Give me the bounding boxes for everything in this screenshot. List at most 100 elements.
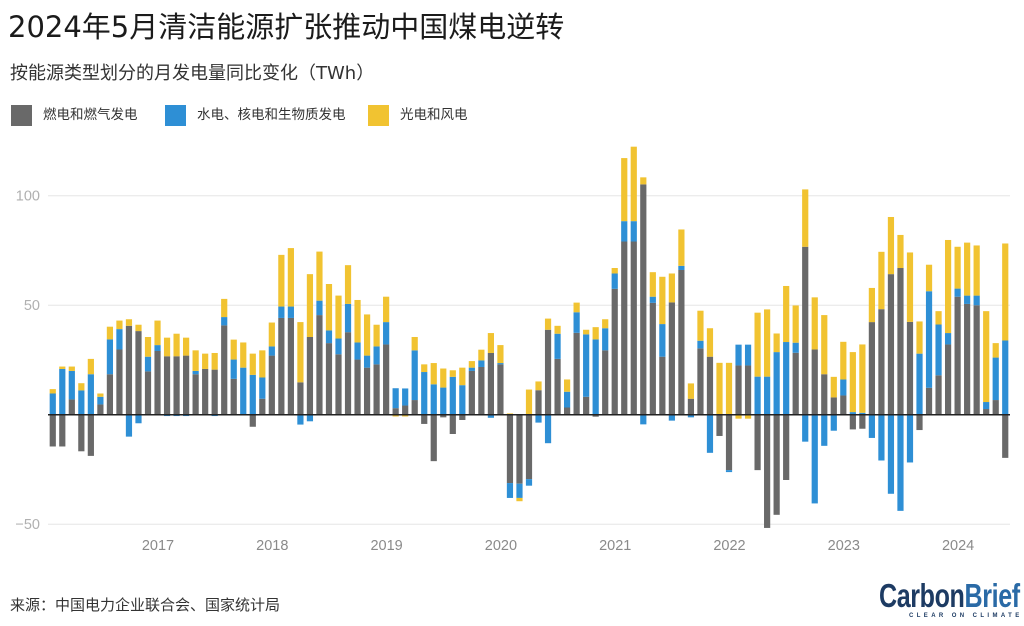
bar-2021-08 xyxy=(687,383,695,418)
bar-segment-solar-wind xyxy=(792,305,799,343)
bar-segment-fossil xyxy=(878,309,885,415)
bar-segment-fossil xyxy=(973,305,980,415)
bar-segment-hydro-nuclear-biomass xyxy=(621,221,628,242)
bar-segment-fossil xyxy=(935,375,942,415)
bar-segment-fossil xyxy=(906,321,914,415)
bar-2022-04 xyxy=(764,309,771,528)
bar-segment-solar-wind xyxy=(363,314,371,356)
bar-segment-fossil xyxy=(497,364,504,415)
bar-segment-fossil xyxy=(202,368,209,415)
bar-segment-solar-wind xyxy=(535,381,542,391)
bar-2022-02 xyxy=(744,344,752,419)
bar-segment-solar-wind xyxy=(659,276,666,325)
bar-segment-solar-wind xyxy=(687,383,695,399)
bar-segment-fossil xyxy=(868,322,875,415)
bar-segment-hydro-nuclear-biomass xyxy=(868,414,875,438)
bar-segment-solar-wind xyxy=(383,296,390,323)
chart-title: 2024年5月清洁能源扩张推动中国煤电逆转 xyxy=(8,10,565,44)
bar-segment-hydro-nuclear-biomass xyxy=(87,374,94,415)
bar-segment-solar-wind xyxy=(183,337,190,356)
bar-segment-hydro-nuclear-biomass xyxy=(897,414,904,511)
bar-segment-hydro-nuclear-biomass xyxy=(335,338,342,355)
bar-segment-fossil xyxy=(697,348,704,415)
bar-segment-hydro-nuclear-biomass xyxy=(525,479,533,486)
chart-subtitle: 按能源类型划分的月发电量同比变化（TWh） xyxy=(10,63,375,84)
bar-segment-fossil xyxy=(573,332,580,415)
bar-segment-hydro-nuclear-biomass xyxy=(221,317,228,326)
bar-segment-hydro-nuclear-biomass xyxy=(630,221,637,242)
bar-segment-solar-wind xyxy=(706,328,714,357)
bar-segment-fossil xyxy=(602,350,609,415)
bar-2020-05 xyxy=(544,318,552,444)
bar-2016-02 xyxy=(59,366,66,447)
bar-segment-fossil xyxy=(621,241,628,415)
bar-segment-solar-wind xyxy=(125,319,133,326)
bar-segment-fossil xyxy=(430,414,437,462)
bar-segment-hydro-nuclear-biomass xyxy=(802,414,809,442)
bar-segment-hydro-nuclear-biomass xyxy=(240,367,247,415)
bar-segment-fossil xyxy=(859,414,866,429)
legend-swatch-fossil xyxy=(11,105,32,126)
bar-segment-hydro-nuclear-biomass xyxy=(735,344,742,366)
bar-segment-fossil xyxy=(506,414,514,484)
bar-segment-hydro-nuclear-biomass xyxy=(535,414,542,423)
bar-segment-solar-wind xyxy=(240,342,247,368)
bar-2019-02 xyxy=(402,388,409,417)
x-tick-label: 2021 xyxy=(599,538,631,554)
bar-segment-solar-wind xyxy=(221,298,228,318)
bar-segment-fossil xyxy=(97,404,104,415)
bar-2021-03 xyxy=(640,177,647,425)
bar-segment-solar-wind xyxy=(821,315,828,375)
bar-segment-hydro-nuclear-biomass xyxy=(764,376,771,415)
bar-2023-02 xyxy=(859,344,866,429)
bar-segment-fossil xyxy=(583,396,590,415)
bar-segment-hydro-nuclear-biomass xyxy=(668,414,675,421)
bar-segment-hydro-nuclear-biomass xyxy=(1002,340,1009,415)
bar-segment-hydro-nuclear-biomass xyxy=(144,356,152,372)
bar-segment-solar-wind xyxy=(402,414,409,417)
bar-segment-hydro-nuclear-biomass xyxy=(306,414,314,422)
bar-segment-hydro-nuclear-biomass xyxy=(830,414,837,431)
bar-segment-solar-wind xyxy=(944,239,952,334)
legend-item-solar-wind: 光电和风电 xyxy=(368,105,468,126)
bar-segment-fossil xyxy=(716,414,723,436)
logo-wordmark: CarbonBrief xyxy=(879,578,1020,614)
bar-segment-solar-wind xyxy=(392,414,399,417)
bar-segment-solar-wind xyxy=(487,333,494,353)
bar-segment-hydro-nuclear-biomass xyxy=(935,324,942,376)
bar-2020-04 xyxy=(535,381,542,423)
bar-segment-solar-wind xyxy=(478,349,485,361)
bar-segment-solar-wind xyxy=(859,344,866,413)
bar-2018-11 xyxy=(373,324,380,415)
x-tick-label: 2019 xyxy=(370,538,402,554)
bar-segment-hydro-nuclear-biomass xyxy=(97,396,104,405)
bar-segment-fossil xyxy=(544,329,552,415)
bar-segment-fossil xyxy=(773,414,780,515)
bar-segment-solar-wind xyxy=(954,246,961,289)
bar-segment-solar-wind xyxy=(468,361,475,368)
bar-segment-fossil xyxy=(925,387,933,415)
bar-segment-hydro-nuclear-biomass xyxy=(354,342,361,360)
bar-segment-fossil xyxy=(192,374,199,415)
bar-2021-02 xyxy=(630,146,637,415)
bar-2016-11 xyxy=(144,336,152,415)
bar-2019-03 xyxy=(411,336,418,415)
bar-segment-hydro-nuclear-biomass xyxy=(887,414,895,494)
bar-segment-hydro-nuclear-biomass xyxy=(640,414,647,425)
bar-segment-fossil xyxy=(440,414,447,418)
bar-segment-hydro-nuclear-biomass xyxy=(659,324,666,357)
bar-segment-fossil xyxy=(459,414,466,420)
bar-segment-fossil xyxy=(640,184,647,415)
logo-wordmark-brief: Brief xyxy=(964,577,1021,614)
bar-segment-fossil xyxy=(983,409,990,415)
bar-2018-05 xyxy=(316,251,323,415)
bar-segment-fossil xyxy=(287,317,294,415)
x-tick-label: 2017 xyxy=(142,538,174,554)
bar-2022-10 xyxy=(821,315,828,446)
bar-2016-12 xyxy=(154,320,161,415)
bar-segment-hydro-nuclear-biomass xyxy=(59,368,66,415)
legend-item-fossil: 燃电和燃气发电 xyxy=(11,105,165,126)
bar-segment-solar-wind xyxy=(697,310,704,341)
bar-segment-hydro-nuclear-biomass xyxy=(49,393,56,415)
